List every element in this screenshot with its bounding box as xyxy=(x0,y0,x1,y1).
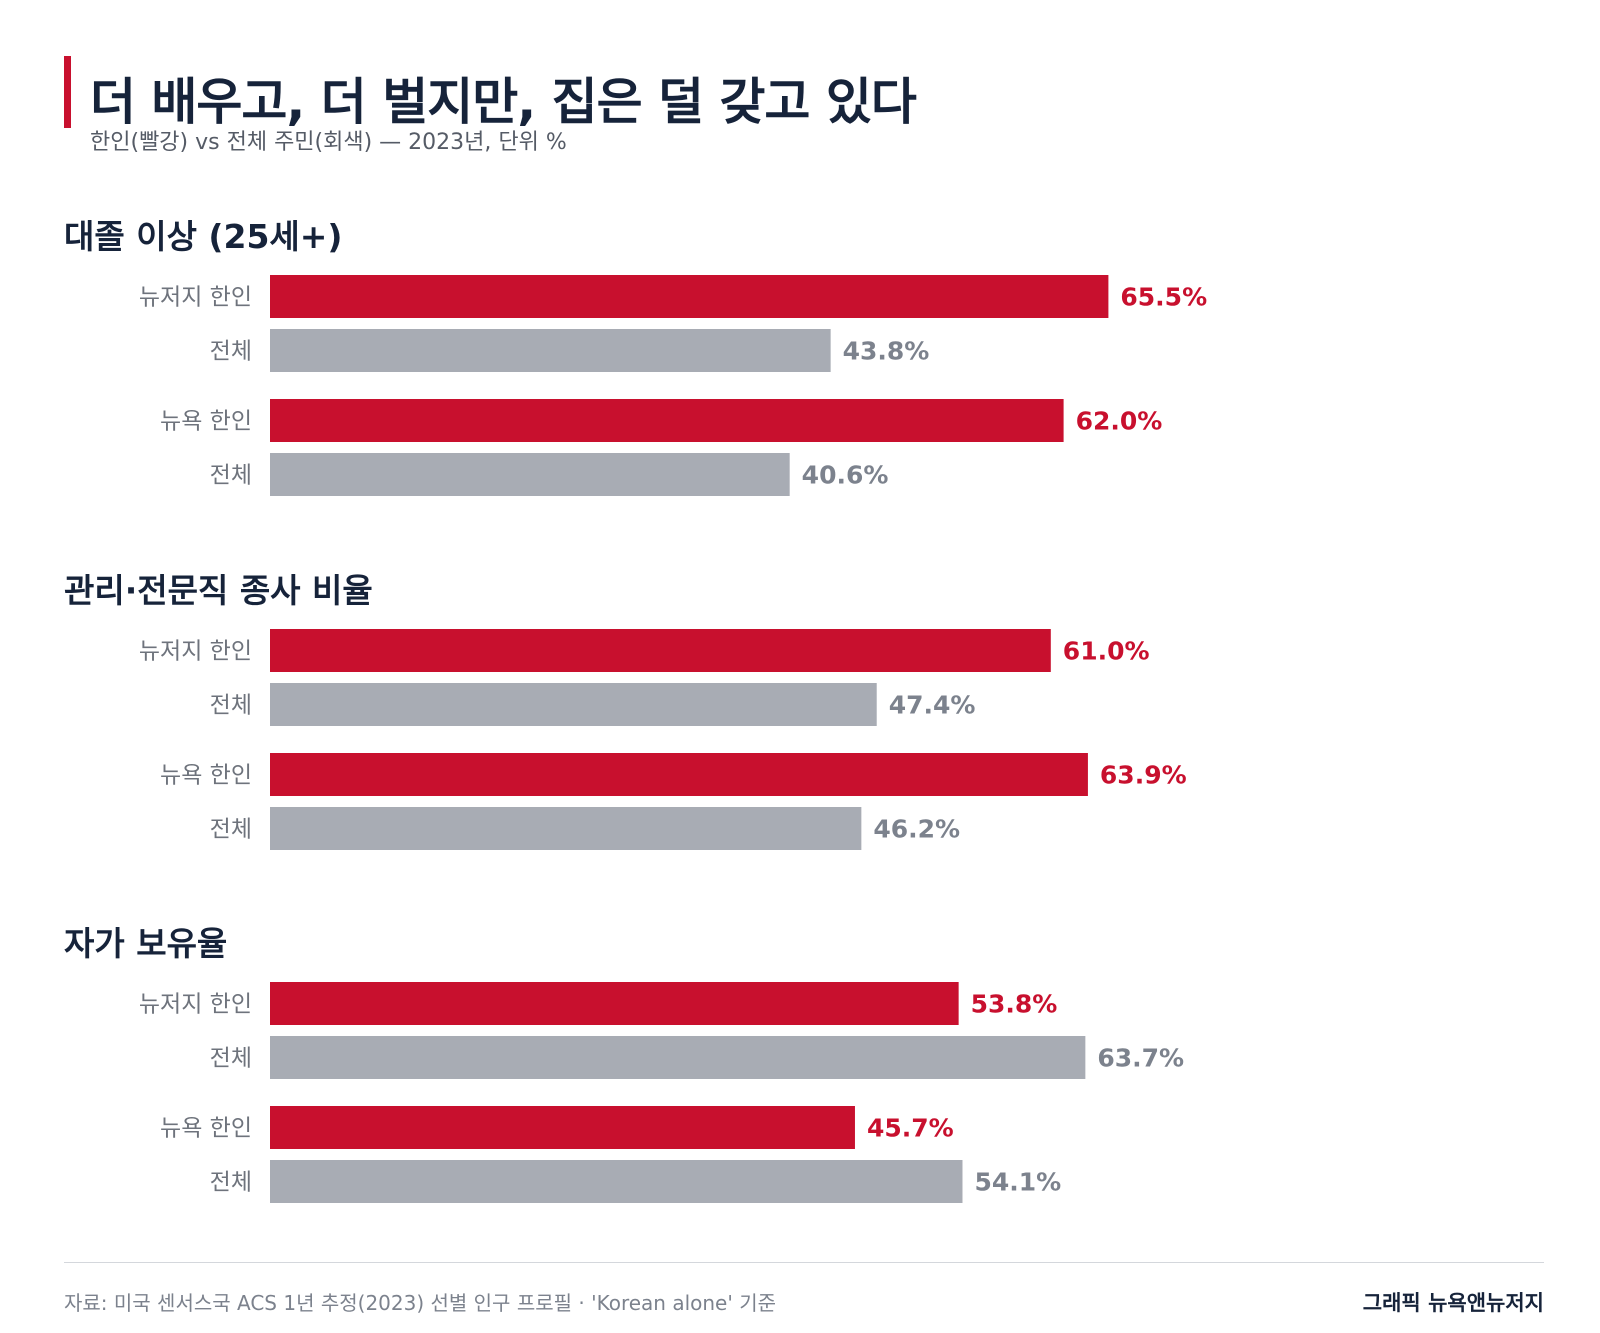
bar-total xyxy=(270,683,877,726)
data-label: 40.6% xyxy=(802,461,889,490)
data-label: 53.8% xyxy=(971,990,1058,1019)
title-accent-bar xyxy=(64,56,71,128)
row-label: 전체 xyxy=(210,1170,252,1196)
row-label: 전체 xyxy=(210,339,252,365)
bar-korean xyxy=(270,1106,855,1149)
data-label: 63.7% xyxy=(1097,1044,1184,1073)
group-title: 자가 보유율 xyxy=(64,924,227,963)
chart-title: 더 배우고, 더 벌지만, 집은 덜 갖고 있다 xyxy=(90,73,917,131)
row-label: 뉴욕 한인 xyxy=(160,409,252,435)
data-label: 45.7% xyxy=(867,1114,954,1143)
chart-subtitle: 한인(빨강) vs 전체 주민(회색) — 2023년, 단위 % xyxy=(90,130,567,155)
source-note: 자료: 미국 센서스국 ACS 1년 추정(2023) 선별 인구 프로필 · … xyxy=(64,1291,777,1315)
row-label: 전체 xyxy=(210,1046,252,1072)
row-label: 뉴저지 한인 xyxy=(139,285,252,311)
bar-korean xyxy=(270,629,1051,672)
data-label: 62.0% xyxy=(1076,407,1163,436)
row-label: 뉴저지 한인 xyxy=(139,992,252,1018)
data-label: 47.4% xyxy=(889,691,976,720)
row-label: 전체 xyxy=(210,693,252,719)
group-title: 관리·전문직 종사 비율 xyxy=(64,571,373,610)
bar-korean xyxy=(270,982,959,1025)
bar-total xyxy=(270,329,831,372)
bar-total xyxy=(270,1036,1086,1079)
bar-total xyxy=(270,1160,963,1203)
data-label: 63.9% xyxy=(1100,761,1187,790)
bar-total xyxy=(270,453,790,496)
group-title: 대졸 이상 (25세+) xyxy=(64,217,343,256)
data-label: 43.8% xyxy=(843,337,930,366)
data-label: 46.2% xyxy=(873,815,960,844)
row-label: 전체 xyxy=(210,463,252,489)
graphic-credit: 그래픽 뉴욕앤뉴저지 xyxy=(1362,1291,1544,1315)
row-label: 전체 xyxy=(210,817,252,843)
bar-total xyxy=(270,807,862,850)
data-label: 54.1% xyxy=(974,1168,1061,1197)
bar-korean xyxy=(270,753,1088,796)
bar-chart: 대졸 이상 (25세+) 뉴저지 한인 65.5% 전체 43.8% 뉴욕 한인 62.0%… xyxy=(64,217,1207,1203)
bar-korean xyxy=(270,275,1109,318)
footer-divider xyxy=(64,1262,1544,1263)
row-label: 뉴욕 한인 xyxy=(160,1116,252,1142)
data-label: 61.0% xyxy=(1063,637,1150,666)
row-label: 뉴욕 한인 xyxy=(160,763,252,789)
bar-korean xyxy=(270,399,1064,442)
row-label: 뉴저지 한인 xyxy=(139,639,252,665)
data-label: 65.5% xyxy=(1120,283,1207,312)
